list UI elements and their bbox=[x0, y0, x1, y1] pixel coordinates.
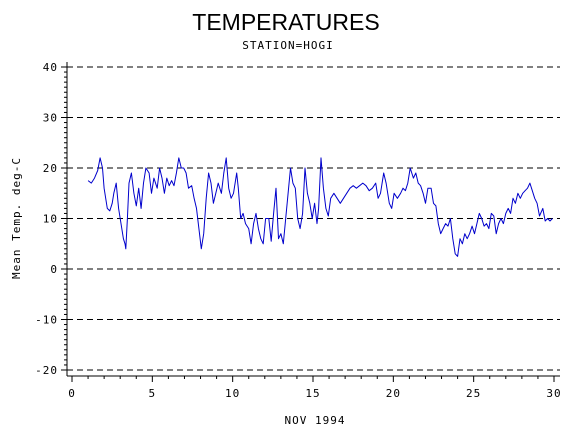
x-axis-label: NOV 1994 bbox=[285, 414, 346, 427]
series-line bbox=[87, 157, 553, 257]
series-layer bbox=[87, 157, 553, 257]
x-tick-label: 10 bbox=[225, 387, 240, 400]
x-tick-label: 5 bbox=[149, 387, 157, 400]
x-tick-label: 25 bbox=[466, 387, 481, 400]
x-tick-label: 20 bbox=[386, 387, 401, 400]
axes: -20 -10 0 10 20 30 40 0 5 10 15 20 25 30 bbox=[35, 61, 561, 400]
y-tick-label: 10 bbox=[43, 213, 58, 226]
chart-subtitle: STATION=HOGI bbox=[242, 39, 333, 52]
grid-lines bbox=[67, 66, 560, 371]
y-tick-label: 30 bbox=[43, 112, 58, 125]
y-tick-label: 20 bbox=[43, 162, 58, 175]
x-tick-label: 30 bbox=[546, 387, 561, 400]
x-tick-label: 0 bbox=[68, 387, 76, 400]
y-tick-label: -20 bbox=[35, 364, 58, 377]
x-tick-label: 15 bbox=[305, 387, 320, 400]
y-tick-label: -10 bbox=[35, 314, 58, 327]
y-tick-label: 40 bbox=[43, 61, 58, 74]
y-axis-label: Mean Temp. deg-C bbox=[10, 157, 23, 279]
chart-title: TEMPERATURES bbox=[192, 9, 379, 35]
y-tick-label: 0 bbox=[50, 263, 58, 276]
